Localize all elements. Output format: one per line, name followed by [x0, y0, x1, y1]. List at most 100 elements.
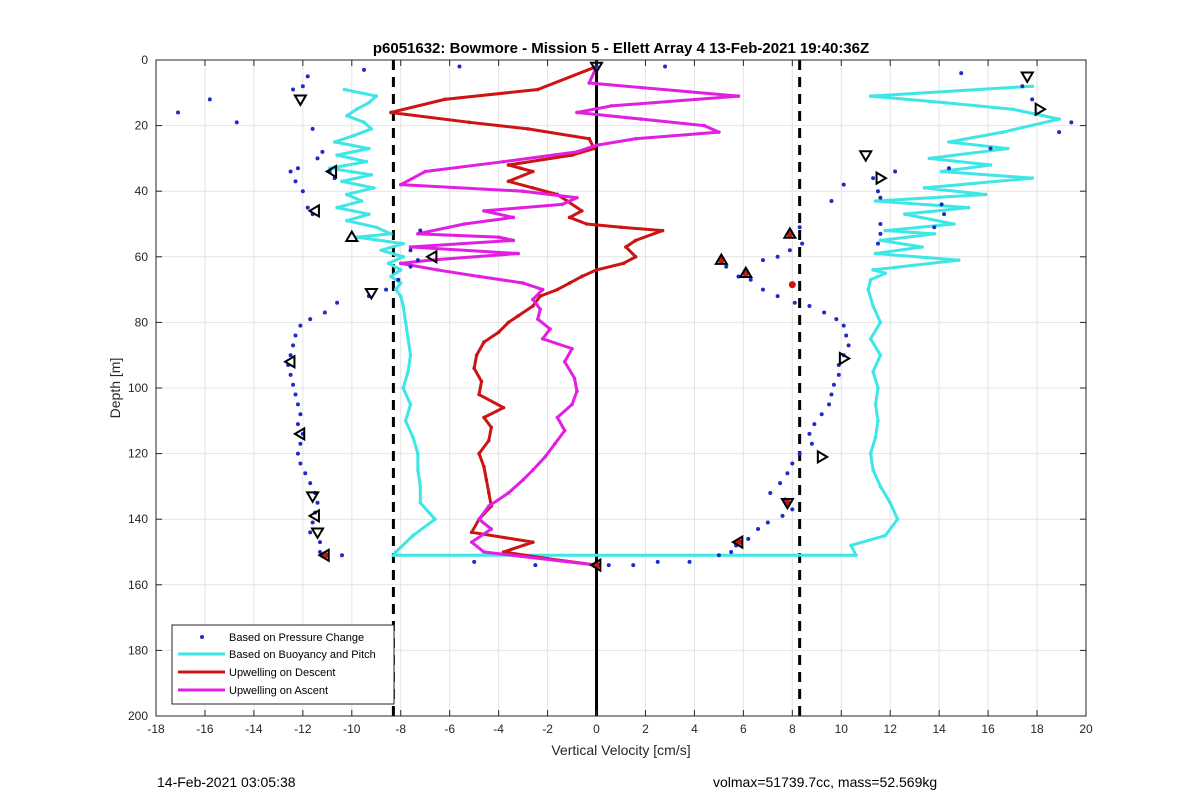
triangle-marker-down: [364, 288, 379, 301]
descent-series-point: [567, 215, 572, 220]
buoyancy-pitch-series-point: [345, 218, 349, 223]
y-tick-label: 60: [135, 250, 149, 264]
descent-series-point: [484, 478, 489, 482]
buoyancy-pitch-series-point: [352, 133, 357, 138]
buoyancy-pitch-series-point: [401, 386, 405, 390]
buoyancy-pitch-series-point: [362, 120, 366, 125]
descent-series-point: [496, 330, 501, 335]
pressure-change-dot: [300, 84, 305, 89]
ascent-series-point: [469, 540, 474, 544]
x-tick-label: -12: [294, 722, 312, 736]
pressure-change-dot: [362, 67, 367, 72]
descent-series-point: [477, 392, 481, 397]
buoyancy-pitch-series-point: [939, 169, 944, 174]
pressure-change-dot: [1069, 120, 1074, 125]
ascent-series-point: [496, 235, 501, 239]
ascent-series-point: [543, 455, 547, 459]
x-tick-label: -2: [542, 722, 553, 736]
buoyancy-pitch-series-point: [878, 484, 883, 489]
ascent-series-line: [399, 65, 740, 567]
buoyancy-pitch-series-point: [398, 294, 403, 298]
legend-label-descent: Upwelling on Descent: [229, 667, 335, 679]
buoyancy-pitch-series-point: [398, 268, 403, 272]
triangle-marker-left: [292, 426, 306, 442]
buoyancy-pitch-series-point: [386, 261, 391, 266]
ascent-series-point: [570, 346, 574, 351]
pressure-change-dot: [797, 451, 802, 456]
x-tick-label: -18: [147, 722, 165, 736]
pressure-change-dot: [663, 64, 668, 69]
descent-series-point: [506, 320, 511, 325]
buoyancy-pitch-series-point: [1030, 84, 1034, 89]
footer-volmax-mass: volmax=51739.7cc, mass=52.569kg: [713, 774, 937, 790]
pressure-change-dot: [768, 490, 773, 495]
pressure-change-dot: [893, 169, 898, 174]
buoyancy-pitch-series-point: [394, 550, 398, 554]
ascent-series-point: [540, 337, 545, 341]
ascent-series-point: [562, 359, 567, 364]
ascent-series-point: [594, 143, 599, 148]
descent-series-point: [660, 228, 665, 233]
legend-entry-buoyancy: Based on Buoyancy and Pitch: [178, 649, 376, 661]
descent-series-point: [531, 540, 535, 544]
buoyancy-pitch-series-point: [342, 87, 347, 92]
pressure-change-dot: [834, 317, 839, 322]
ascent-series-point: [477, 274, 481, 279]
pressure-change-dot: [827, 402, 832, 407]
buoyancy-pitch-series-point: [1000, 130, 1005, 134]
pressure-change-dot: [308, 317, 313, 322]
ascent-series-point: [423, 169, 428, 174]
legend-dot-marker: [200, 635, 204, 639]
pressure-change-dot: [765, 520, 770, 525]
pressure-change-dot: [878, 195, 883, 200]
x-tick-label: 18: [1030, 722, 1044, 736]
buoyancy-pitch-series-point: [374, 225, 379, 230]
buoyancy-pitch-series-point: [345, 113, 349, 118]
buoyancy-pitch-series-point: [871, 268, 875, 272]
y-tick-label: 100: [128, 381, 148, 395]
pressure-change-dot: [878, 231, 883, 236]
descent-series-point: [584, 222, 589, 226]
buoyancy-pitch-series-point: [367, 146, 371, 151]
buoyancy-pitch-series-point: [947, 140, 951, 144]
buoyancy-pitch-series-point: [876, 386, 880, 390]
ascent-series-point: [572, 376, 577, 380]
descent-series-point: [389, 110, 393, 115]
pressure-change-dot: [844, 333, 849, 338]
triangle-marker-left: [324, 164, 338, 179]
pressure-change-dot: [317, 550, 322, 554]
ascent-series-point: [506, 491, 511, 495]
descent-series-point: [442, 97, 447, 102]
x-tick-label: 20: [1079, 722, 1093, 736]
descent-series-point: [580, 209, 584, 213]
pressure-change-dot: [340, 553, 344, 558]
buoyancy-pitch-series-point: [401, 241, 405, 246]
pressure-change-dot: [335, 300, 340, 305]
triangle-marker-left: [425, 249, 438, 265]
x-tick-label: -16: [196, 722, 214, 736]
pressure-change-dot: [207, 97, 212, 102]
pressure-change-dot: [655, 559, 660, 564]
pressure-change-dot: [836, 372, 841, 377]
pressure-change-dot: [778, 481, 783, 486]
descent-series-point: [474, 353, 479, 358]
descent-series-point: [506, 179, 511, 184]
pressure-change-dot: [288, 169, 293, 174]
pressure-change-dot: [875, 241, 880, 246]
buoyancy-pitch-series-point: [942, 100, 946, 105]
x-tick-label: 14: [932, 722, 946, 736]
ascent-series-point: [575, 150, 579, 154]
triangle-marker-left: [307, 203, 320, 219]
ascent-series-point: [587, 81, 591, 85]
pressure-change-dot: [829, 392, 834, 397]
triangle-marker-down: [305, 491, 320, 504]
pressure-change-dot: [775, 294, 780, 299]
pressure-change-dot: [415, 258, 420, 263]
x-tick-label: -4: [493, 722, 504, 736]
buoyancy-pitch-series-point: [888, 501, 893, 505]
descent-series-point: [531, 304, 535, 308]
x-tick-label: 12: [884, 722, 898, 736]
descent-series-point: [633, 254, 638, 259]
pressure-change-dot: [291, 382, 296, 387]
triangle-marker-down: [310, 527, 325, 540]
